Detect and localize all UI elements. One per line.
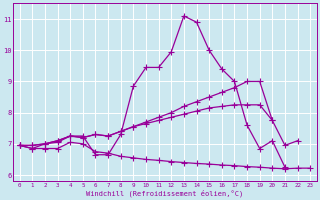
X-axis label: Windchill (Refroidissement éolien,°C): Windchill (Refroidissement éolien,°C) [86,189,244,197]
